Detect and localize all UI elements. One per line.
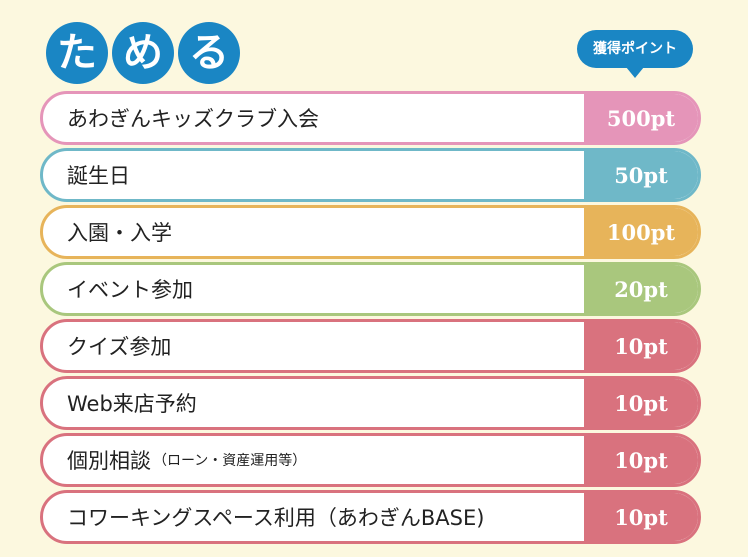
- item-points: 10pt: [584, 493, 698, 541]
- points-header-badge: 獲得ポイント: [577, 30, 693, 78]
- title-char: る: [178, 22, 240, 84]
- item-points: 100pt: [584, 208, 698, 256]
- page-title: た め る: [46, 22, 240, 84]
- item-label: コワーキングスペース利用（あわぎんBASE): [67, 493, 486, 541]
- item-points: 10pt: [584, 379, 698, 427]
- item-label: あわぎんキッズクラブ入会: [67, 94, 321, 142]
- item-label-text: あわぎんキッズクラブ入会: [67, 107, 319, 131]
- list-item: あわぎんキッズクラブ入会 500pt: [40, 91, 701, 145]
- list-item: 個別相談 （ローン・資産運用等） 10pt: [40, 433, 701, 487]
- item-label: 入園・入学: [67, 208, 174, 256]
- item-label-text: 誕生日: [67, 164, 130, 188]
- item-label-text: 入園・入学: [67, 221, 172, 245]
- item-label-text: クイズ参加: [67, 335, 172, 359]
- list-item: 入園・入学 100pt: [40, 205, 701, 259]
- list-item: クイズ参加 10pt: [40, 319, 701, 373]
- list-item: 誕生日 50pt: [40, 148, 701, 202]
- item-label-note: （ローン・資産運用等）: [153, 453, 307, 469]
- item-label: 個別相談 （ローン・資産運用等）: [67, 436, 306, 484]
- item-points: 20pt: [584, 265, 698, 313]
- item-points: 50pt: [584, 151, 698, 199]
- item-label-text: コワーキングスペース利用（あわぎんBASE): [67, 506, 485, 530]
- item-points: 500pt: [584, 94, 698, 142]
- title-char: た: [46, 22, 108, 84]
- list-item: Web来店予約 10pt: [40, 376, 701, 430]
- item-label-text: Web来店予約: [67, 392, 197, 416]
- item-label: 誕生日: [67, 151, 132, 199]
- title-char: め: [112, 22, 174, 84]
- item-label: Web来店予約: [67, 379, 199, 427]
- item-label-text: 個別相談: [67, 449, 151, 473]
- item-points: 10pt: [584, 322, 698, 370]
- item-label: イベント参加: [67, 265, 195, 313]
- item-points: 10pt: [584, 436, 698, 484]
- item-label: クイズ参加: [67, 322, 173, 370]
- list-item: コワーキングスペース利用（あわぎんBASE) 10pt: [40, 490, 701, 544]
- list-item: イベント参加 20pt: [40, 262, 701, 316]
- item-label-text: イベント参加: [67, 278, 193, 302]
